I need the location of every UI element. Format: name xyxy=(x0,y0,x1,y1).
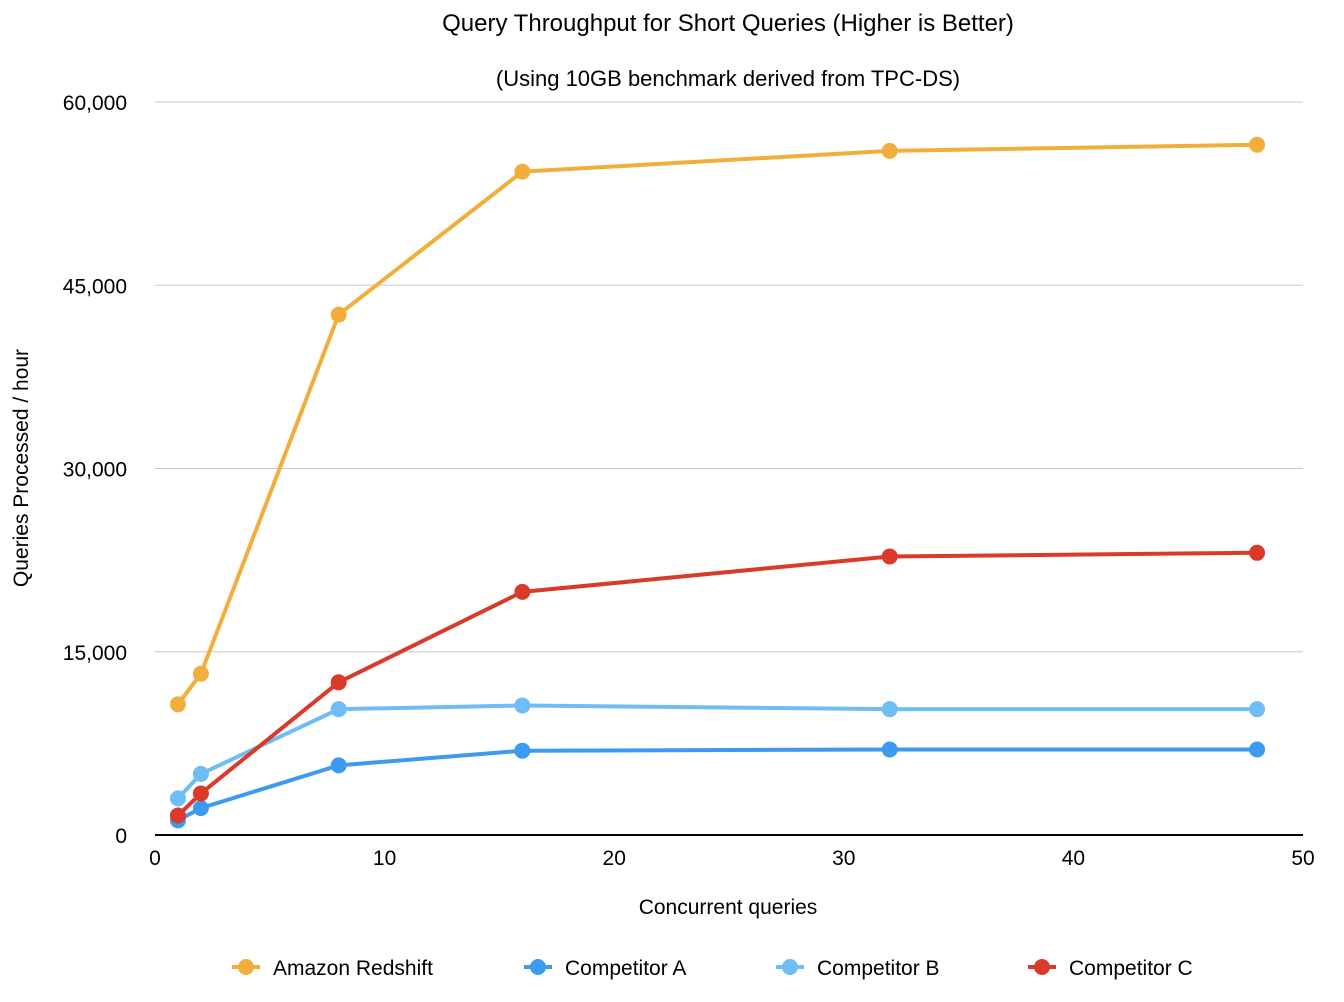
data-point xyxy=(169,807,186,824)
data-point xyxy=(192,785,209,802)
data-point xyxy=(881,548,898,565)
legend-label: Amazon Redshift xyxy=(273,957,433,980)
data-point xyxy=(169,790,186,807)
data-point xyxy=(192,765,209,782)
series-line xyxy=(176,142,1258,706)
series-amazon-redshift xyxy=(169,136,1266,713)
legend-marker xyxy=(1034,959,1050,975)
x-tick-label: 50 xyxy=(1291,847,1314,870)
data-point xyxy=(192,800,209,817)
legend-item: Competitor C xyxy=(1028,957,1193,980)
x-tick-label: 10 xyxy=(373,847,396,870)
y-tick-label: 30,000 xyxy=(63,459,127,482)
data-point xyxy=(1249,741,1266,758)
data-point xyxy=(1249,136,1266,153)
legend-marker xyxy=(530,959,546,975)
data-point xyxy=(169,696,186,713)
y-axis-label: Queries Processed / hour xyxy=(10,349,33,587)
data-point xyxy=(1249,544,1266,561)
y-tick-label: 15,000 xyxy=(63,642,127,665)
y-tick-label: 60,000 xyxy=(63,92,127,115)
legend-label: Competitor A xyxy=(565,957,686,980)
x-tick-label: 20 xyxy=(603,847,626,870)
data-point xyxy=(1249,701,1266,718)
series-competitor-c xyxy=(169,544,1266,824)
data-point xyxy=(514,583,531,600)
y-tick-label: 0 xyxy=(115,825,127,848)
legend-item: Competitor A xyxy=(524,957,686,980)
data-point xyxy=(881,701,898,718)
data-point xyxy=(514,697,531,714)
data-point xyxy=(514,163,531,180)
legend-marker xyxy=(782,959,798,975)
x-axis-label: Concurrent queries xyxy=(639,896,818,919)
legend-label: Competitor B xyxy=(817,957,940,980)
legend-item: Amazon Redshift xyxy=(232,957,433,980)
data-point xyxy=(881,741,898,758)
legend-label: Competitor C xyxy=(1069,957,1193,980)
x-tick-label: 30 xyxy=(832,847,855,870)
x-tick-label: 0 xyxy=(149,847,161,870)
series-competitor-b xyxy=(169,697,1266,807)
data-point xyxy=(330,701,347,718)
data-point xyxy=(330,674,347,691)
legend-item: Competitor B xyxy=(776,957,940,980)
series-competitor-a xyxy=(169,741,1266,829)
data-point xyxy=(881,142,898,159)
data-point xyxy=(192,665,209,682)
data-point xyxy=(330,757,347,774)
chart-title: Query Throughput for Short Queries (High… xyxy=(442,10,1014,37)
data-point xyxy=(330,306,347,323)
x-tick-label: 40 xyxy=(1062,847,1085,870)
legend-marker xyxy=(238,959,254,975)
y-tick-label: 45,000 xyxy=(63,275,127,298)
data-point xyxy=(514,742,531,759)
chart-subtitle: (Using 10GB benchmark derived from TPC-D… xyxy=(496,66,960,91)
